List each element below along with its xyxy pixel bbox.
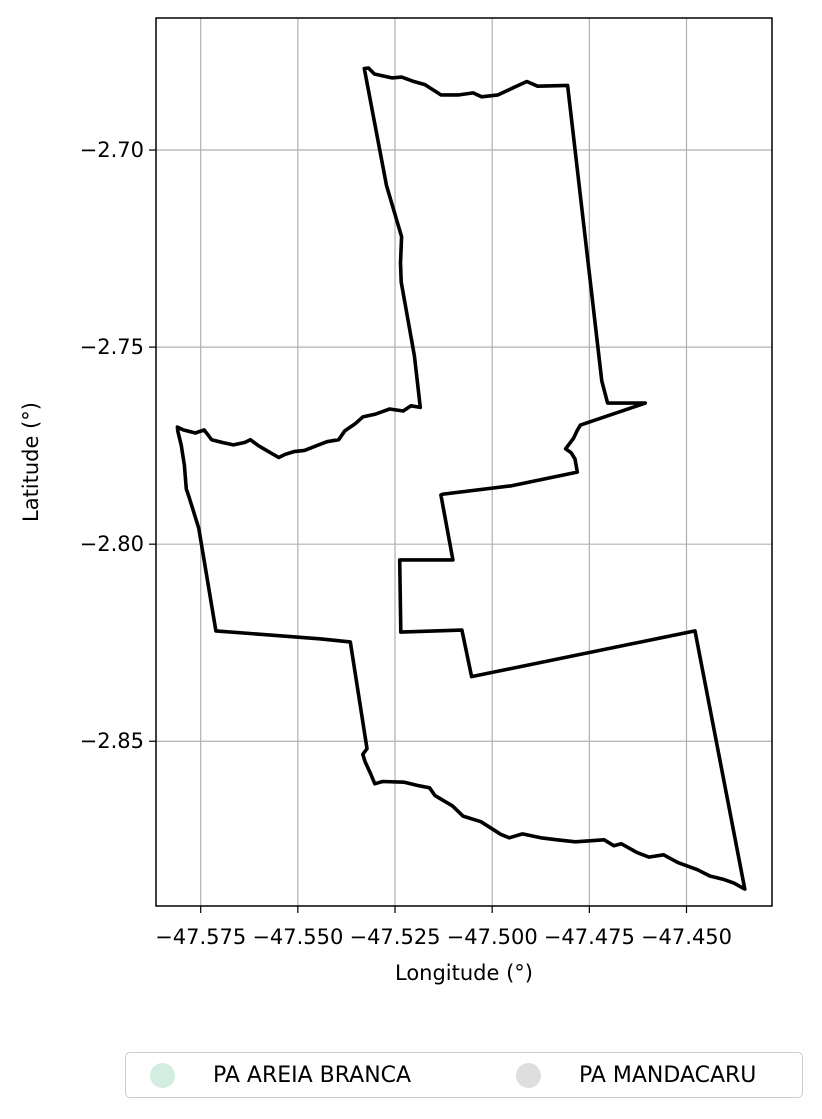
x-tick-label: −47.525 [349,925,440,949]
x-tick-label: −47.550 [252,925,343,949]
x-tick-label: −47.450 [641,925,732,949]
legend-label-areia-branca: PA AREIA BRANCA [213,1062,412,1088]
legend-item-areia-branca: PA AREIA BRANCA [150,1053,411,1097]
plot-frame [155,17,773,907]
x-ticks: −47.575 −47.550 −47.525 −47.500 −47.475 −47.4… [155,906,732,949]
y-ticks: −2.70 −2.75 −2.80 −2.85 [80,138,156,753]
legend-label-mandacaru: PA MANDACARU [579,1062,757,1088]
x-tick-label: −47.500 [447,925,538,949]
legend-item-mandacaru: PA MANDACARU [516,1053,756,1097]
boundary-polygon [175,66,747,891]
x-tick-label: −47.475 [544,925,635,949]
y-tick-label: −2.80 [80,532,144,556]
y-tick-label: −2.75 [80,335,144,359]
x-tick-label: −47.575 [155,925,246,949]
boundary-polygons [175,66,747,891]
y-tick-label: −2.85 [80,729,144,753]
x-axis-label: Longitude (°) [395,961,533,985]
legend-marker-mandacaru [516,1062,541,1088]
legend: PA AREIA BRANCA PA MANDACARU [125,1052,803,1098]
grid-lines [156,18,772,906]
y-tick-label: −2.70 [80,138,144,162]
y-axis-label: Latitude (°) [19,402,43,522]
legend-marker-areia-branca [150,1062,175,1088]
